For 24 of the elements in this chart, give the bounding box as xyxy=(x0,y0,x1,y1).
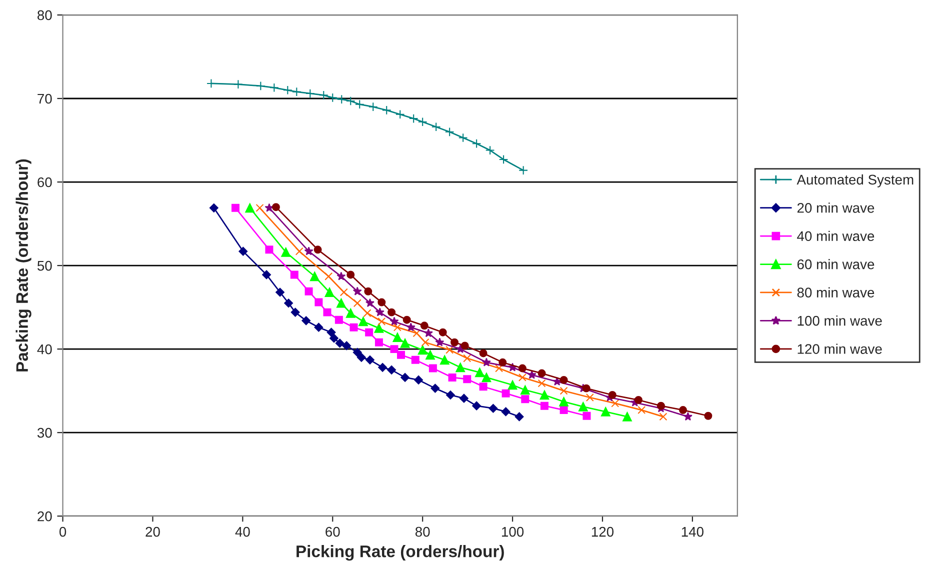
legend-label: Automated System xyxy=(796,174,914,188)
x-tick-label: 20 xyxy=(146,526,160,537)
x-tick-label: 40 xyxy=(235,526,250,537)
x-tick-label: 100 xyxy=(502,526,524,537)
x-tick-label: 0 xyxy=(59,526,66,537)
y-tick-label: 80 xyxy=(38,10,52,20)
y-tick-label: 60 xyxy=(38,177,52,188)
x-tick-label: 60 xyxy=(326,526,340,537)
y-axis-title: Packing Rate (orders/hour) xyxy=(16,159,32,372)
x-tick-label: 80 xyxy=(415,526,430,537)
legend-label: 100 min wave xyxy=(798,316,882,326)
legend-label: 80 min wave xyxy=(797,287,874,298)
x-tick-label: 120 xyxy=(592,526,614,537)
legend-label: 40 min wave xyxy=(797,230,874,242)
x-tick-label: 140 xyxy=(682,526,704,537)
y-tick-label: 70 xyxy=(38,94,52,104)
x-axis-title: Picking Rate (orders/hour) xyxy=(296,545,504,561)
legend-label: 60 min wave xyxy=(797,259,874,270)
y-tick-label: 50 xyxy=(37,260,52,271)
legend-label: 120 min wave xyxy=(798,344,882,354)
y-tick-label: 20 xyxy=(38,511,52,522)
legend-label: 20 min wave xyxy=(797,202,874,213)
y-tick-label: 30 xyxy=(37,428,52,438)
y-tick-label: 40 xyxy=(37,344,52,354)
